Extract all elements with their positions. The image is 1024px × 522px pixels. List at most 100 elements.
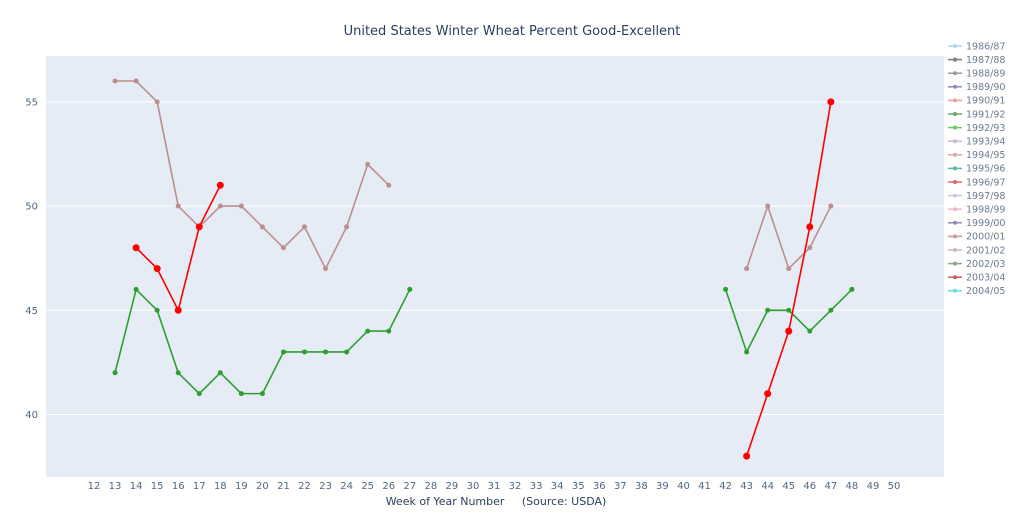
legend-item[interactable]: 1990/91 bbox=[948, 96, 1005, 107]
x-tick-label: 27 bbox=[403, 481, 416, 492]
x-tick-label: 24 bbox=[340, 481, 353, 492]
data-point bbox=[153, 265, 161, 273]
data-point bbox=[386, 328, 392, 334]
x-tick-label: 42 bbox=[719, 481, 732, 492]
data-point bbox=[344, 349, 350, 355]
x-tick-label: 29 bbox=[446, 481, 459, 492]
legend-label: 1990/91 bbox=[966, 96, 1005, 107]
legend-swatch-marker bbox=[953, 84, 957, 89]
data-point bbox=[280, 245, 286, 251]
data-point bbox=[175, 370, 181, 376]
legend-swatch-marker bbox=[953, 261, 957, 266]
legend-swatch-marker bbox=[953, 98, 957, 103]
x-tick-label: 39 bbox=[656, 481, 669, 492]
legend-item[interactable]: 1988/89 bbox=[948, 69, 1005, 80]
y-axis-ticks: 40 45 50 55 bbox=[25, 97, 38, 421]
series-line bbox=[115, 80, 390, 270]
x-tick-label: 49 bbox=[867, 481, 880, 492]
x-tick-label: 31 bbox=[488, 481, 501, 492]
legend-item[interactable]: 1987/88 bbox=[948, 55, 1005, 66]
x-tick-label: 50 bbox=[888, 481, 901, 492]
data-point bbox=[216, 181, 224, 189]
x-tick-label: 26 bbox=[382, 481, 395, 492]
legend-item[interactable]: 1997/98 bbox=[948, 191, 1005, 202]
x-tick-label: 14 bbox=[130, 481, 143, 492]
legend-item[interactable]: 1986/87 bbox=[948, 41, 1005, 52]
data-point bbox=[765, 307, 771, 313]
data-point bbox=[723, 286, 729, 292]
legend[interactable]: 1986/87 1987/88 1988/89 1989/90 1990/91 1991/… bbox=[948, 41, 1005, 297]
data-point bbox=[280, 349, 286, 355]
legend-label: 1991/92 bbox=[966, 109, 1005, 120]
legend-swatch-marker bbox=[953, 193, 957, 198]
x-tick-label: 41 bbox=[698, 481, 711, 492]
data-point bbox=[238, 203, 244, 209]
data-point bbox=[764, 390, 772, 398]
data-point bbox=[344, 224, 350, 230]
legend-swatch-marker bbox=[953, 248, 957, 252]
data-point bbox=[133, 78, 139, 84]
data-point bbox=[302, 224, 308, 230]
data-point bbox=[386, 182, 392, 188]
data-point bbox=[154, 99, 160, 105]
data-point bbox=[827, 98, 835, 106]
data-point bbox=[174, 306, 182, 314]
legend-label: 2002/03 bbox=[966, 259, 1005, 270]
legend-item[interactable]: 1998/99 bbox=[948, 205, 1005, 216]
y-tick-label: 55 bbox=[25, 97, 38, 108]
x-tick-label: 38 bbox=[635, 481, 648, 492]
legend-swatch-marker bbox=[953, 57, 957, 62]
legend-swatch-marker bbox=[953, 112, 957, 116]
legend-item[interactable]: 2001/02 bbox=[948, 245, 1005, 256]
data-point bbox=[112, 370, 118, 376]
data-point bbox=[195, 223, 203, 231]
legend-label: 1993/94 bbox=[966, 137, 1005, 148]
legend-label: 1994/95 bbox=[966, 150, 1005, 161]
legend-item[interactable]: 1993/94 bbox=[948, 137, 1005, 148]
x-tick-label: 35 bbox=[572, 481, 585, 492]
legend-swatch-marker bbox=[953, 207, 957, 212]
data-point bbox=[743, 452, 751, 460]
x-tick-label: 15 bbox=[151, 481, 164, 492]
legend-item[interactable]: 2004/05 bbox=[948, 286, 1005, 297]
legend-label: 1999/00 bbox=[966, 218, 1005, 229]
series bbox=[112, 286, 855, 397]
x-tick-label: 23 bbox=[319, 481, 332, 492]
legend-swatch-marker bbox=[953, 220, 957, 225]
legend-label: 1987/88 bbox=[966, 55, 1005, 66]
legend-item[interactable]: 1994/95 bbox=[948, 150, 1005, 161]
legend-item[interactable]: 1996/97 bbox=[948, 177, 1005, 188]
data-point bbox=[786, 266, 792, 272]
data-point bbox=[807, 245, 813, 251]
data-point bbox=[828, 203, 834, 209]
legend-item[interactable]: 1995/96 bbox=[948, 164, 1005, 175]
legend-label: 1992/93 bbox=[966, 123, 1005, 134]
legend-item[interactable]: 2002/03 bbox=[948, 259, 1005, 270]
data-point bbox=[196, 391, 202, 397]
legend-item[interactable]: 1992/93 bbox=[948, 123, 1005, 134]
data-point bbox=[786, 307, 792, 313]
x-tick-label: 25 bbox=[361, 481, 374, 492]
data-point bbox=[154, 307, 160, 313]
legend-item[interactable]: 1999/00 bbox=[948, 218, 1005, 229]
legend-item[interactable]: 1991/92 bbox=[948, 109, 1005, 120]
x-tick-label: 40 bbox=[677, 481, 690, 492]
legend-swatch-marker bbox=[953, 180, 957, 184]
legend-item[interactable]: 1989/90 bbox=[948, 82, 1005, 93]
data-point bbox=[302, 349, 308, 355]
legend-label: 1998/99 bbox=[966, 205, 1005, 216]
legend-label: 1997/98 bbox=[966, 191, 1005, 202]
legend-swatch-marker bbox=[953, 44, 957, 48]
x-tick-label: 36 bbox=[593, 481, 606, 492]
x-tick-label: 19 bbox=[235, 481, 248, 492]
data-point bbox=[407, 286, 413, 292]
x-tick-label: 37 bbox=[614, 481, 627, 492]
data-point bbox=[217, 370, 223, 376]
data-point bbox=[323, 349, 329, 355]
legend-item[interactable]: 2003/04 bbox=[948, 273, 1005, 284]
x-axis-title: Week of Year Number (Source: USDA) bbox=[386, 495, 607, 508]
legend-label: 1995/96 bbox=[966, 164, 1005, 175]
legend-item[interactable]: 2000/01 bbox=[948, 232, 1005, 243]
x-tick-label: 22 bbox=[298, 481, 311, 492]
